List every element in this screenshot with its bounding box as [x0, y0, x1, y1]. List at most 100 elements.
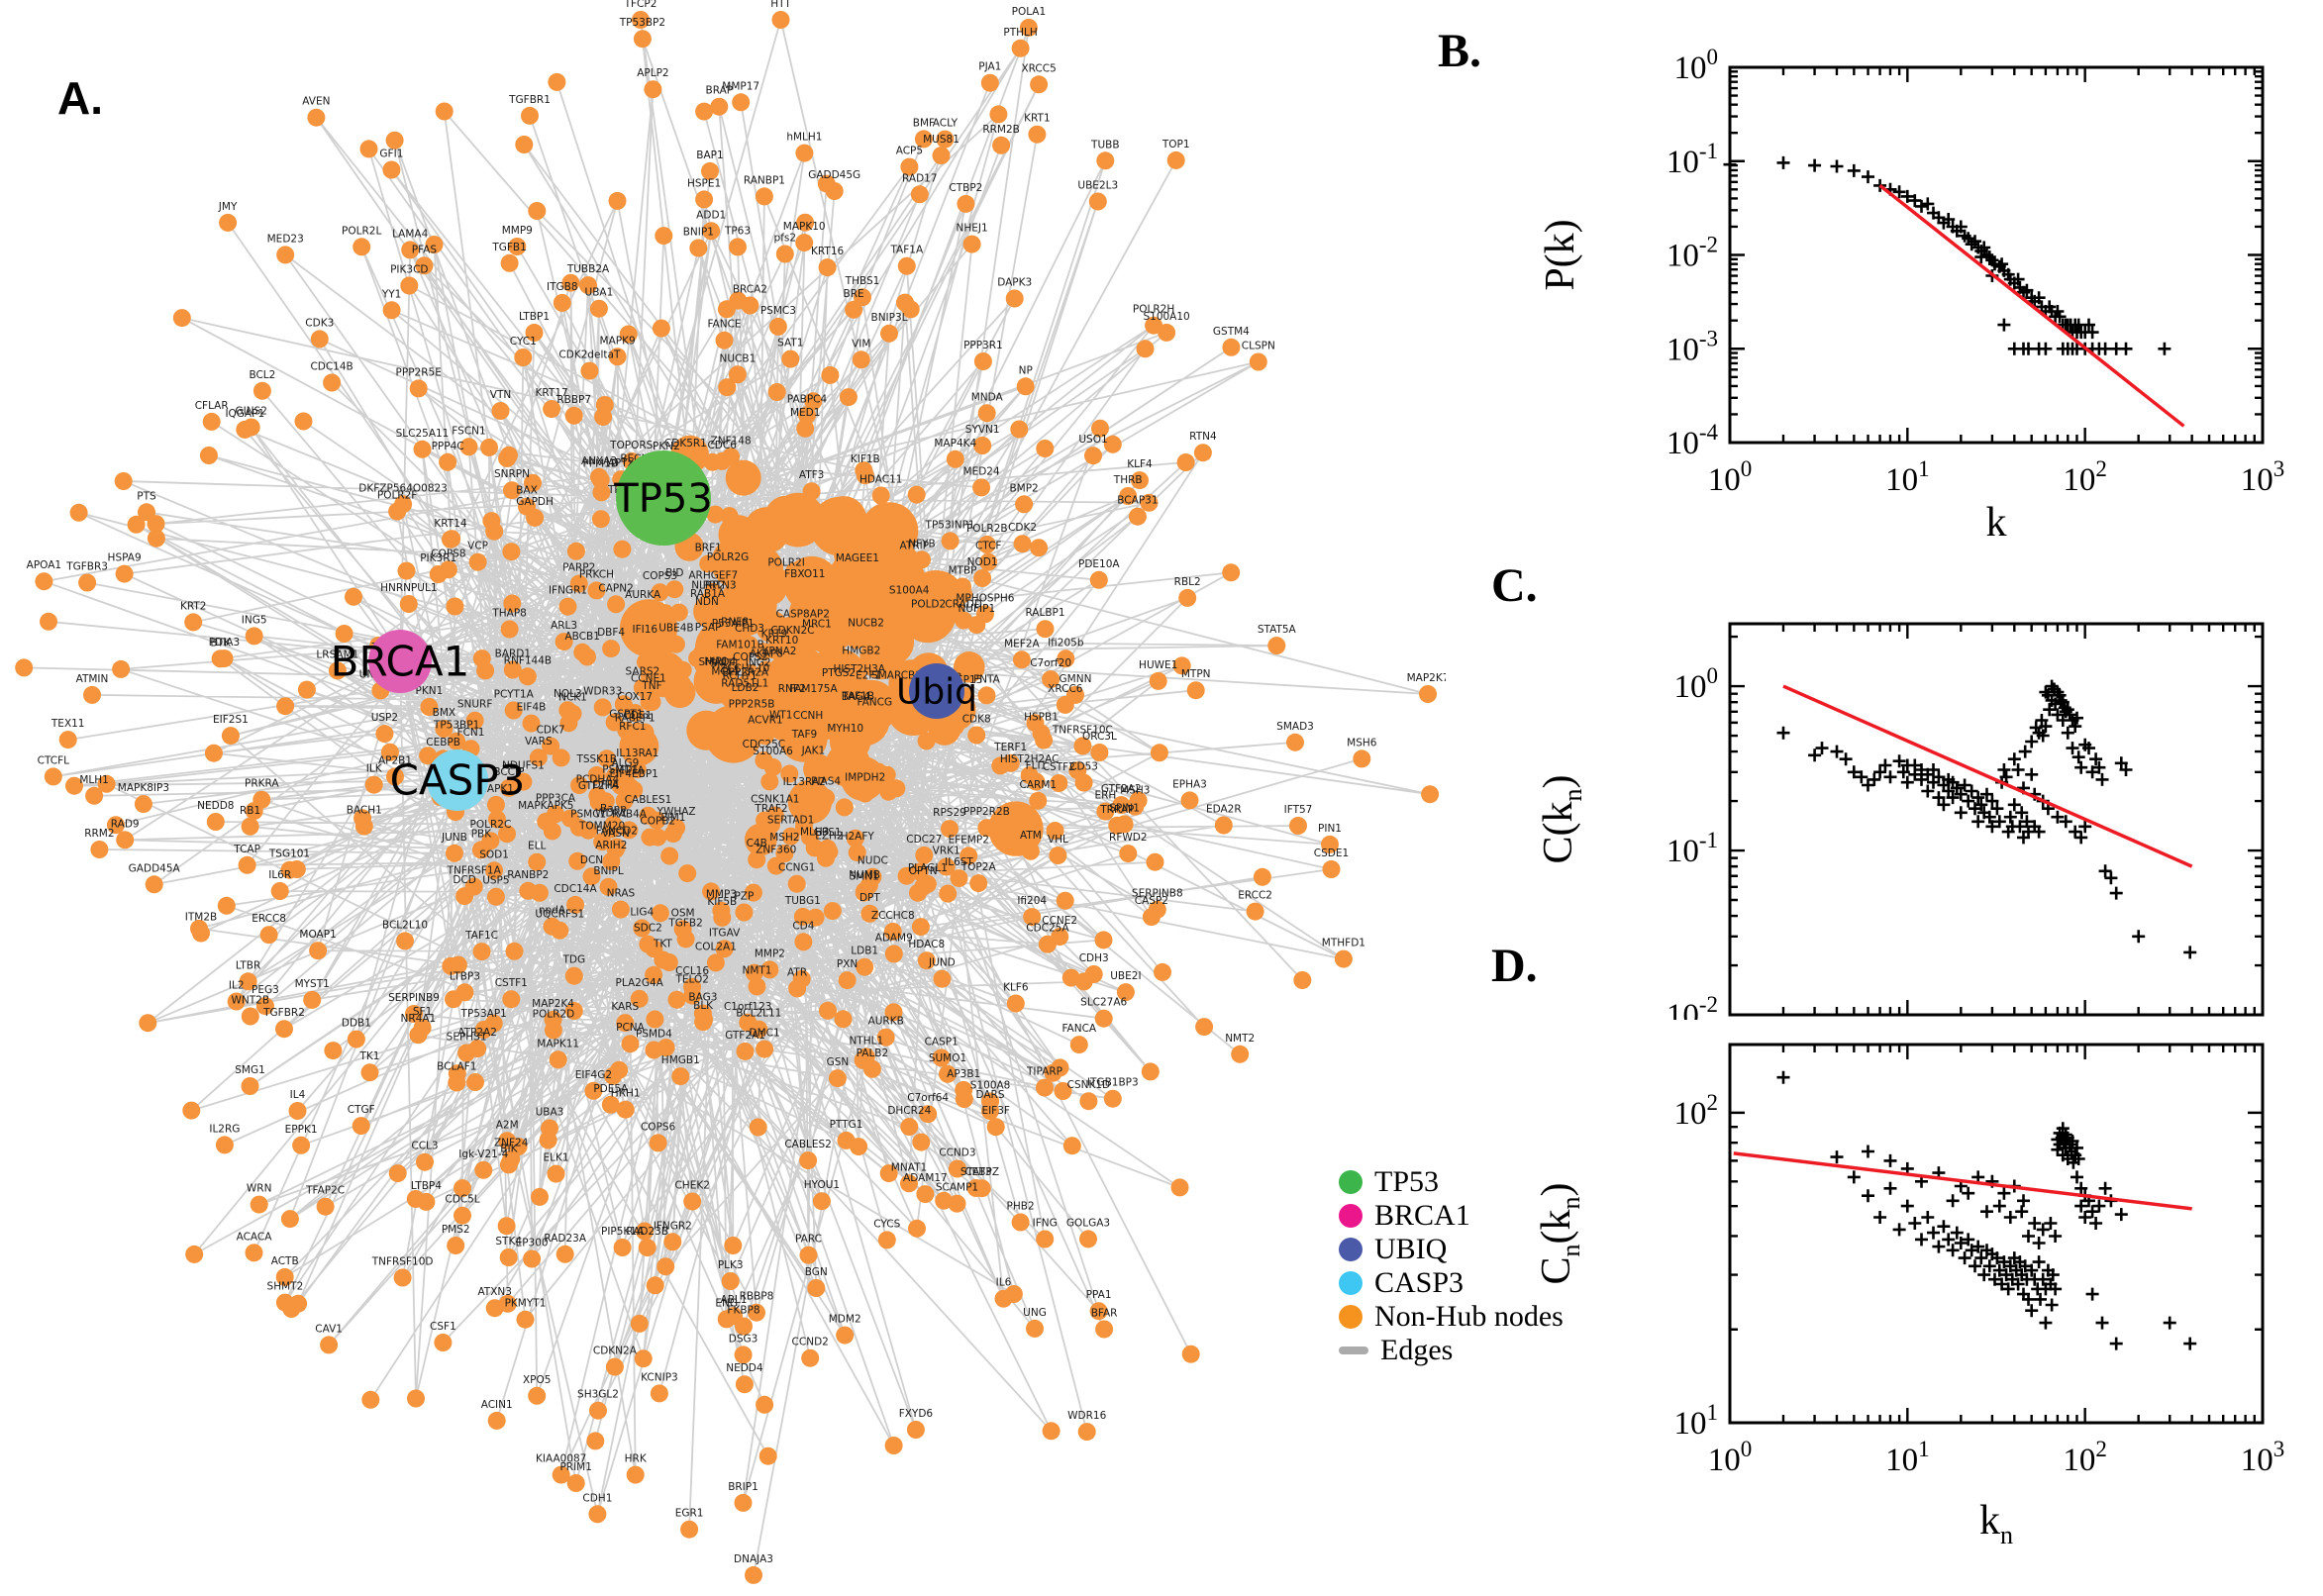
svg-text:CCL16: CCL16: [675, 965, 709, 977]
svg-text:VIM: VIM: [852, 338, 870, 349]
svg-text:RRM2B: RRM2B: [982, 124, 1020, 136]
svg-text:THBS1: THBS1: [845, 275, 880, 287]
svg-text:IL2RG: IL2RG: [209, 1123, 240, 1135]
svg-text:ITGB1BP3: ITGB1BP3: [1087, 1077, 1139, 1089]
axis-ticks-C: [1728, 624, 2265, 1017]
svg-text:RRM2: RRM2: [84, 828, 114, 840]
hub-node-BRCA1: BRCA1: [331, 630, 469, 693]
svg-text:DCN: DCN: [580, 854, 603, 866]
svg-text:AP2B1: AP2B1: [378, 754, 412, 766]
svg-text:ZNF360: ZNF360: [756, 845, 796, 856]
svg-text:PSMD1: PSMD1: [602, 764, 639, 776]
svg-text:KLF6: KLF6: [1003, 982, 1029, 994]
legend-dot-icon: [1339, 1169, 1363, 1194]
svg-text:POLR2L: POLR2L: [342, 225, 381, 237]
svg-text:STAT3: STAT3: [960, 1166, 992, 1178]
svg-text:BCLAF1: BCLAF1: [437, 1061, 476, 1073]
legend-dot-icon: [1339, 1203, 1363, 1228]
svg-text:TCAP: TCAP: [233, 844, 260, 855]
svg-text:CSTF1: CSTF1: [495, 977, 528, 989]
svg-text:VRK1: VRK1: [933, 846, 960, 857]
svg-text:PRKCH: PRKCH: [579, 568, 614, 580]
svg-text:E2F1: E2F1: [856, 670, 881, 682]
svg-text:TK1: TK1: [359, 1050, 380, 1062]
svg-text:CSNK1A1: CSNK1A1: [751, 794, 799, 806]
svg-text:WDR33: WDR33: [583, 685, 622, 697]
svg-text:TAF1C: TAF1C: [464, 930, 498, 942]
svg-text:BARD1: BARD1: [495, 648, 531, 660]
svg-text:KRT14: KRT14: [434, 518, 467, 530]
svg-text:ATM: ATM: [1020, 830, 1042, 842]
svg-text:102: 102: [2063, 1437, 2107, 1478]
clustering-coefficient-chart: 100 10-1 10-2 C(kn): [1536, 622, 2265, 1020]
svg-text:ANXA3: ANXA3: [581, 455, 617, 467]
svg-text:GSN: GSN: [827, 1056, 850, 1068]
svg-text:Cn(kn): Cn(kn): [1534, 1182, 1585, 1284]
svg-text:TP53: TP53: [613, 476, 712, 522]
svg-text:CTGF: CTGF: [348, 1104, 375, 1116]
svg-text:100: 100: [1674, 45, 1719, 86]
legend-item-brca1: BRCA1: [1339, 1199, 1564, 1232]
legend-label: Non-Hub nodes: [1374, 1299, 1564, 1333]
svg-text:SH3GL2: SH3GL2: [577, 1389, 619, 1401]
svg-text:TUBB2A: TUBB2A: [566, 263, 610, 275]
svg-text:XRCC6: XRCC6: [1048, 683, 1083, 695]
svg-text:BMP2: BMP2: [1009, 482, 1038, 494]
svg-text:10-1: 10-1: [1666, 828, 1718, 869]
svg-text:STAT5A: STAT5A: [1258, 624, 1297, 636]
svg-text:TNFRSF1A: TNFRSF1A: [447, 865, 502, 877]
plot-frame-B: [1728, 65, 2265, 445]
svg-text:SLC27A6: SLC27A6: [1080, 997, 1127, 1009]
svg-text:DPT: DPT: [859, 892, 880, 904]
svg-text:TUBG1: TUBG1: [784, 895, 821, 907]
svg-text:CAPN2: CAPN2: [598, 582, 633, 594]
svg-text:101: 101: [1674, 1400, 1719, 1442]
svg-text:VHL: VHL: [1048, 834, 1068, 846]
svg-text:SUMO1: SUMO1: [929, 1052, 966, 1064]
svg-text:OSM: OSM: [671, 907, 695, 919]
svg-text:Ifi205b: Ifi205b: [1048, 637, 1084, 648]
svg-text:SLC25A11: SLC25A11: [396, 428, 450, 440]
svg-text:SCAMP1: SCAMP1: [936, 1182, 978, 1194]
svg-text:PCYT1A: PCYT1A: [494, 689, 535, 701]
svg-text:MMP2: MMP2: [755, 948, 785, 959]
svg-text:RBL2: RBL2: [1174, 576, 1201, 588]
svg-text:SAT1: SAT1: [777, 338, 803, 349]
svg-text:CDH3: CDH3: [1079, 952, 1109, 964]
legend-label: Edges: [1380, 1333, 1454, 1366]
svg-text:PIAS4: PIAS4: [811, 776, 841, 788]
svg-text:ADAM17: ADAM17: [903, 1172, 948, 1184]
svg-text:MAPKAPK5: MAPKAPK5: [518, 800, 573, 812]
svg-text:CHEK2: CHEK2: [674, 1180, 709, 1192]
svg-text:TNF: TNF: [641, 680, 661, 692]
svg-text:VARS: VARS: [525, 736, 553, 748]
svg-text:RBBP8: RBBP8: [740, 1291, 774, 1303]
panel-d-label: D.: [1491, 940, 1538, 992]
svg-text:TOP1: TOP1: [1162, 139, 1190, 150]
svg-text:IL2: IL2: [229, 980, 245, 992]
svg-text:GMNN: GMNN: [1060, 673, 1092, 685]
svg-text:MAP2K4: MAP2K4: [532, 998, 574, 1010]
svg-text:TFAP2C: TFAP2C: [305, 1185, 345, 1197]
svg-text:RNF144B: RNF144B: [504, 654, 552, 666]
svg-text:ALG9: ALG9: [611, 757, 639, 769]
svg-text:BACH1: BACH1: [347, 805, 382, 817]
svg-text:EIF3F: EIF3F: [981, 1105, 1010, 1117]
svg-text:CCNE1: CCNE1: [631, 672, 666, 684]
svg-text:TNFRSF10D: TNFRSF10D: [371, 1256, 434, 1268]
svg-text:MAPK9: MAPK9: [600, 335, 636, 347]
svg-text:NMT2: NMT2: [1225, 1033, 1255, 1045]
svg-text:WT1: WT1: [769, 710, 792, 722]
svg-text:BIK: BIK: [500, 1143, 518, 1154]
svg-text:CEBPZ: CEBPZ: [964, 1166, 999, 1178]
svg-text:THRB: THRB: [1113, 474, 1143, 486]
svg-text:GADD45G: GADD45G: [808, 169, 860, 181]
svg-text:CYCS: CYCS: [873, 1218, 900, 1230]
svg-text:DCD: DCD: [453, 874, 476, 886]
svg-text:PKN1: PKN1: [416, 685, 444, 697]
svg-text:CEBPB: CEBPB: [426, 737, 460, 748]
svg-text:CDH1: CDH1: [582, 1492, 612, 1504]
svg-text:OPTN: OPTN: [909, 865, 938, 877]
protein-network-graph: ARL3BanpTAF9BnpdAALG9MAGEE1DHCR24CDC14AT…: [15, 0, 1446, 1584]
svg-text:IL6ST: IL6ST: [945, 856, 973, 868]
